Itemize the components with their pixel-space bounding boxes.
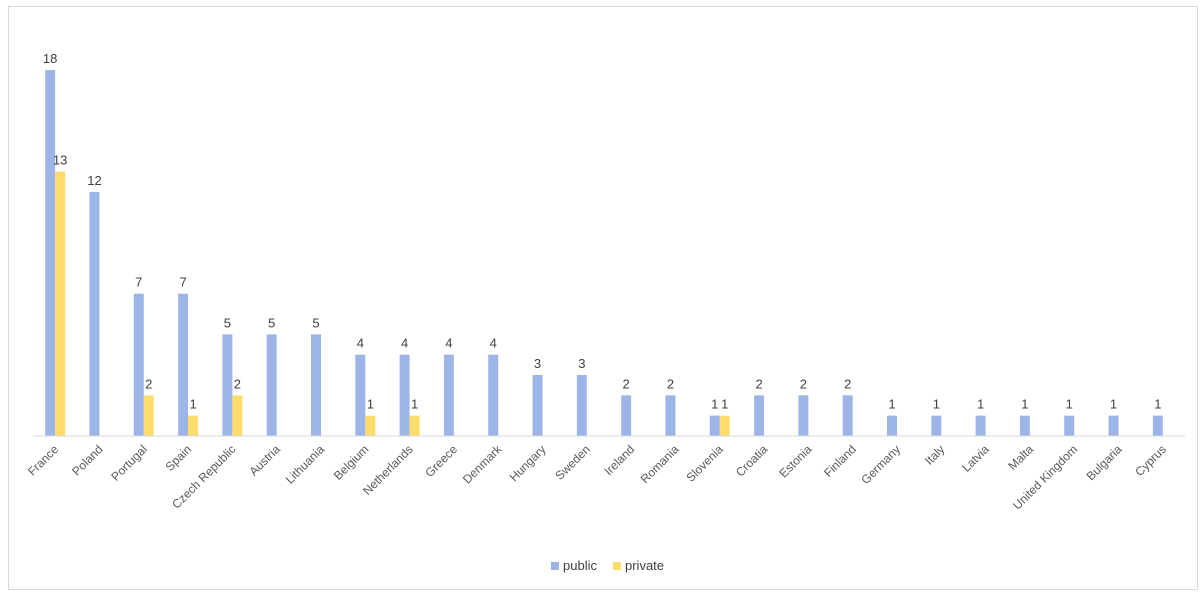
data-label-private-spain: 1 (189, 397, 196, 412)
bar-public-united-kingdom (1064, 415, 1075, 436)
legend-swatch-public (551, 562, 559, 570)
data-label-public-bulgaria: 1 (1110, 397, 1117, 412)
data-label-public-portugal: 7 (135, 275, 142, 290)
bar-public-estonia (798, 395, 809, 436)
data-label-private-czech-republic: 2 (234, 376, 241, 391)
data-label-public-austria: 5 (268, 315, 275, 330)
data-label-public-ireland: 2 (623, 376, 630, 391)
data-label-public-germany: 1 (888, 397, 895, 412)
bar-private-netherlands (409, 415, 420, 436)
bar-public-hungary (532, 375, 543, 436)
bar-public-germany (887, 415, 897, 436)
category-label-latvia: Latvia (959, 442, 992, 475)
data-label-public-united-kingdom: 1 (1066, 397, 1073, 412)
category-label-hungary: Hungary (507, 442, 549, 484)
category-label-spain: Spain (163, 442, 195, 474)
bar-public-latvia (975, 415, 986, 436)
bar-public-ireland (621, 395, 632, 436)
category-label-france: France (25, 442, 62, 479)
bar-public-austria (266, 334, 277, 436)
category-label-ireland: Ireland (601, 442, 637, 478)
category-label-romania: Romania (638, 442, 682, 486)
data-label-public-netherlands: 4 (401, 336, 408, 351)
bar-private-belgium (365, 415, 376, 436)
data-label-private-netherlands: 1 (411, 397, 418, 412)
data-label-public-sweden: 3 (578, 356, 585, 371)
data-label-private-france: 13 (53, 153, 67, 168)
data-label-public-belgium: 4 (357, 336, 364, 351)
category-label-portugal: Portugal (108, 442, 150, 484)
data-label-public-france: 18 (43, 51, 57, 66)
bar-public-netherlands (399, 354, 410, 436)
category-label-cyprus: Cyprus (1132, 442, 1169, 479)
bar-public-greece (443, 354, 454, 436)
legend-label-private: private (625, 558, 664, 573)
bar-private-spain (188, 415, 199, 436)
data-label-public-estonia: 2 (800, 376, 807, 391)
bar-public-portugal (133, 293, 144, 436)
bar-public-sweden (576, 375, 587, 436)
data-label-public-finland: 2 (844, 376, 851, 391)
data-label-public-latvia: 1 (977, 397, 984, 412)
legend-label-public: public (563, 558, 597, 573)
category-label-lithuania: Lithuania (283, 442, 328, 487)
bar-public-belgium (355, 354, 366, 436)
bar-public-finland (842, 395, 853, 436)
category-label-italy: Italy (922, 442, 947, 467)
data-label-public-malta: 1 (1021, 397, 1028, 412)
category-label-estonia: Estonia (776, 442, 814, 480)
category-label-austria: Austria (246, 442, 283, 479)
category-label-croatia: Croatia (733, 442, 770, 479)
bar-public-poland (89, 192, 100, 436)
bar-private-france (55, 171, 66, 436)
category-label-greece: Greece (422, 442, 460, 480)
category-label-belgium: Belgium (331, 442, 372, 483)
category-label-bulgaria: Bulgaria (1084, 442, 1125, 483)
data-label-public-slovenia: 1 (711, 397, 718, 412)
legend-swatch-private (613, 562, 621, 570)
legend: public private (551, 558, 664, 573)
bar-private-slovenia (719, 415, 730, 436)
data-label-private-portugal: 2 (145, 376, 152, 391)
data-label-private-belgium: 1 (367, 397, 374, 412)
category-label-denmark: Denmark (460, 442, 505, 487)
bar-public-spain (178, 293, 189, 436)
bar-public-france (45, 70, 56, 436)
bar-public-cyprus (1152, 415, 1163, 436)
bars-group (45, 70, 1163, 436)
bar-public-italy (931, 415, 942, 436)
data-label-public-italy: 1 (933, 397, 940, 412)
bar-public-bulgaria (1108, 415, 1119, 436)
bar-public-croatia (754, 395, 765, 436)
data-label-public-denmark: 4 (490, 336, 497, 351)
data-label-public-greece: 4 (445, 336, 452, 351)
bar-private-czech-republic (232, 395, 243, 436)
data-label-public-poland: 12 (87, 173, 101, 188)
category-label-slovenia: Slovenia (683, 442, 726, 485)
category-label-malta: Malta (1005, 442, 1036, 473)
data-label-public-croatia: 2 (755, 376, 762, 391)
data-label-public-romania: 2 (667, 376, 674, 391)
bar-public-slovenia (709, 415, 720, 436)
data-label-public-czech-republic: 5 (224, 315, 231, 330)
chart-frame: 18 13 12 7 2 7 1 5 2 5 5 4 1 4 1 4 4 3 3 2 2 1 1 2 2 2 1 1 1 1 1 1 1 Fra… (8, 6, 1198, 590)
data-label-public-lithuania: 5 (312, 315, 319, 330)
data-label-private-slovenia: 1 (721, 397, 728, 412)
category-label-sweden: Sweden (552, 442, 593, 483)
category-label-germany: Germany (858, 442, 903, 487)
bar-private-portugal (143, 395, 154, 436)
data-label-public-cyprus: 1 (1154, 397, 1161, 412)
data-label-public-hungary: 3 (534, 356, 541, 371)
data-label-public-spain: 7 (179, 275, 186, 290)
bar-public-czech-republic (222, 334, 233, 436)
bar-public-denmark (488, 354, 499, 436)
category-label-poland: Poland (69, 442, 105, 478)
bar-public-romania (665, 395, 676, 436)
bar-public-malta (1019, 415, 1030, 436)
category-label-finland: Finland (821, 442, 859, 480)
bar-public-lithuania (311, 334, 321, 436)
